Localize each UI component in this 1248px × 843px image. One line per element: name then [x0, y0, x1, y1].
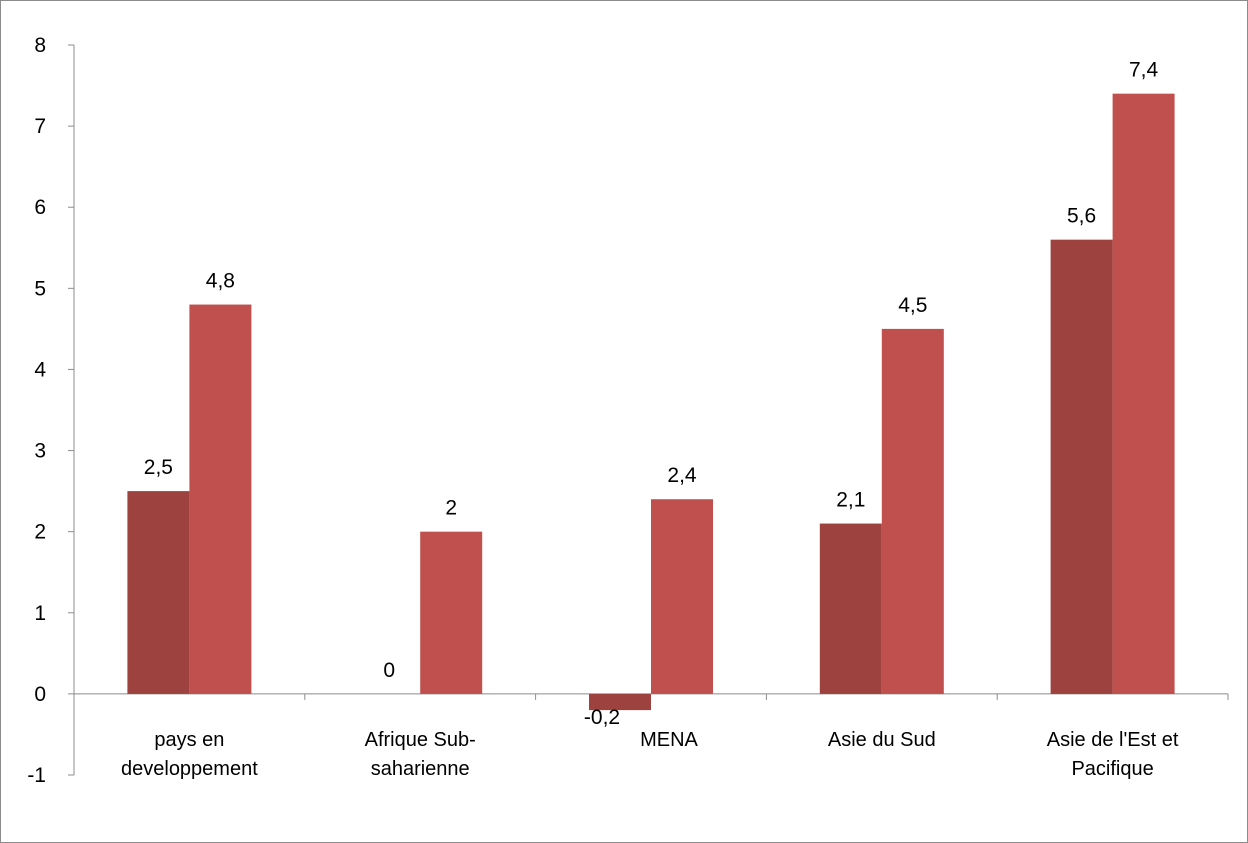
category-label: Afrique Sub-	[365, 729, 476, 751]
bar	[127, 491, 190, 694]
category-label: pays en	[154, 729, 224, 751]
category-label: Asie de l'Est et	[1047, 729, 1179, 751]
bar	[819, 523, 882, 694]
y-tick-label: 4	[34, 358, 46, 381]
bar	[1050, 239, 1113, 694]
y-tick-label: 1	[34, 602, 46, 625]
data-label: 2,4	[667, 464, 697, 487]
category-label: MENA	[640, 729, 698, 751]
category-label: saharienne	[371, 758, 470, 780]
y-tick-label: 6	[34, 196, 46, 219]
category-label: developpement	[121, 758, 258, 780]
y-tick-label: 7	[34, 115, 46, 138]
data-label: -0,2	[584, 706, 620, 729]
category-label: Asie du Sud	[828, 729, 936, 751]
data-label: 2	[445, 497, 457, 520]
category-labels: pays en developpement Afrique Sub-saharien…	[121, 729, 1179, 780]
data-label: 0	[383, 659, 395, 682]
bar	[189, 304, 252, 694]
y-tick-label: 3	[34, 440, 46, 463]
y-tick-label: 2	[34, 521, 46, 544]
y-tick-label: -1	[27, 764, 46, 787]
bar	[1112, 93, 1175, 694]
y-axis: -1 0 1 2 3 4 5 6 7 8	[27, 34, 75, 787]
y-tick-label: 8	[34, 34, 46, 57]
data-labels: 2,5 4,8 0 2 -0,2 2,4 2,1 4,5 5,6 7,4	[144, 59, 1159, 729]
bar	[881, 328, 944, 694]
bar	[420, 531, 483, 694]
bar	[651, 499, 713, 694]
data-label: 2,5	[144, 456, 173, 479]
y-tick-label: 5	[34, 277, 46, 300]
y-tick-label: 0	[34, 683, 46, 706]
data-label: 4,8	[206, 270, 235, 293]
data-label: 4,5	[898, 294, 927, 317]
data-label: 5,6	[1067, 205, 1096, 228]
bar	[589, 693, 651, 711]
category-label: Pacifique	[1071, 758, 1153, 780]
bars	[127, 93, 1175, 711]
data-label: 7,4	[1129, 59, 1159, 82]
data-label: 2,1	[836, 489, 865, 512]
